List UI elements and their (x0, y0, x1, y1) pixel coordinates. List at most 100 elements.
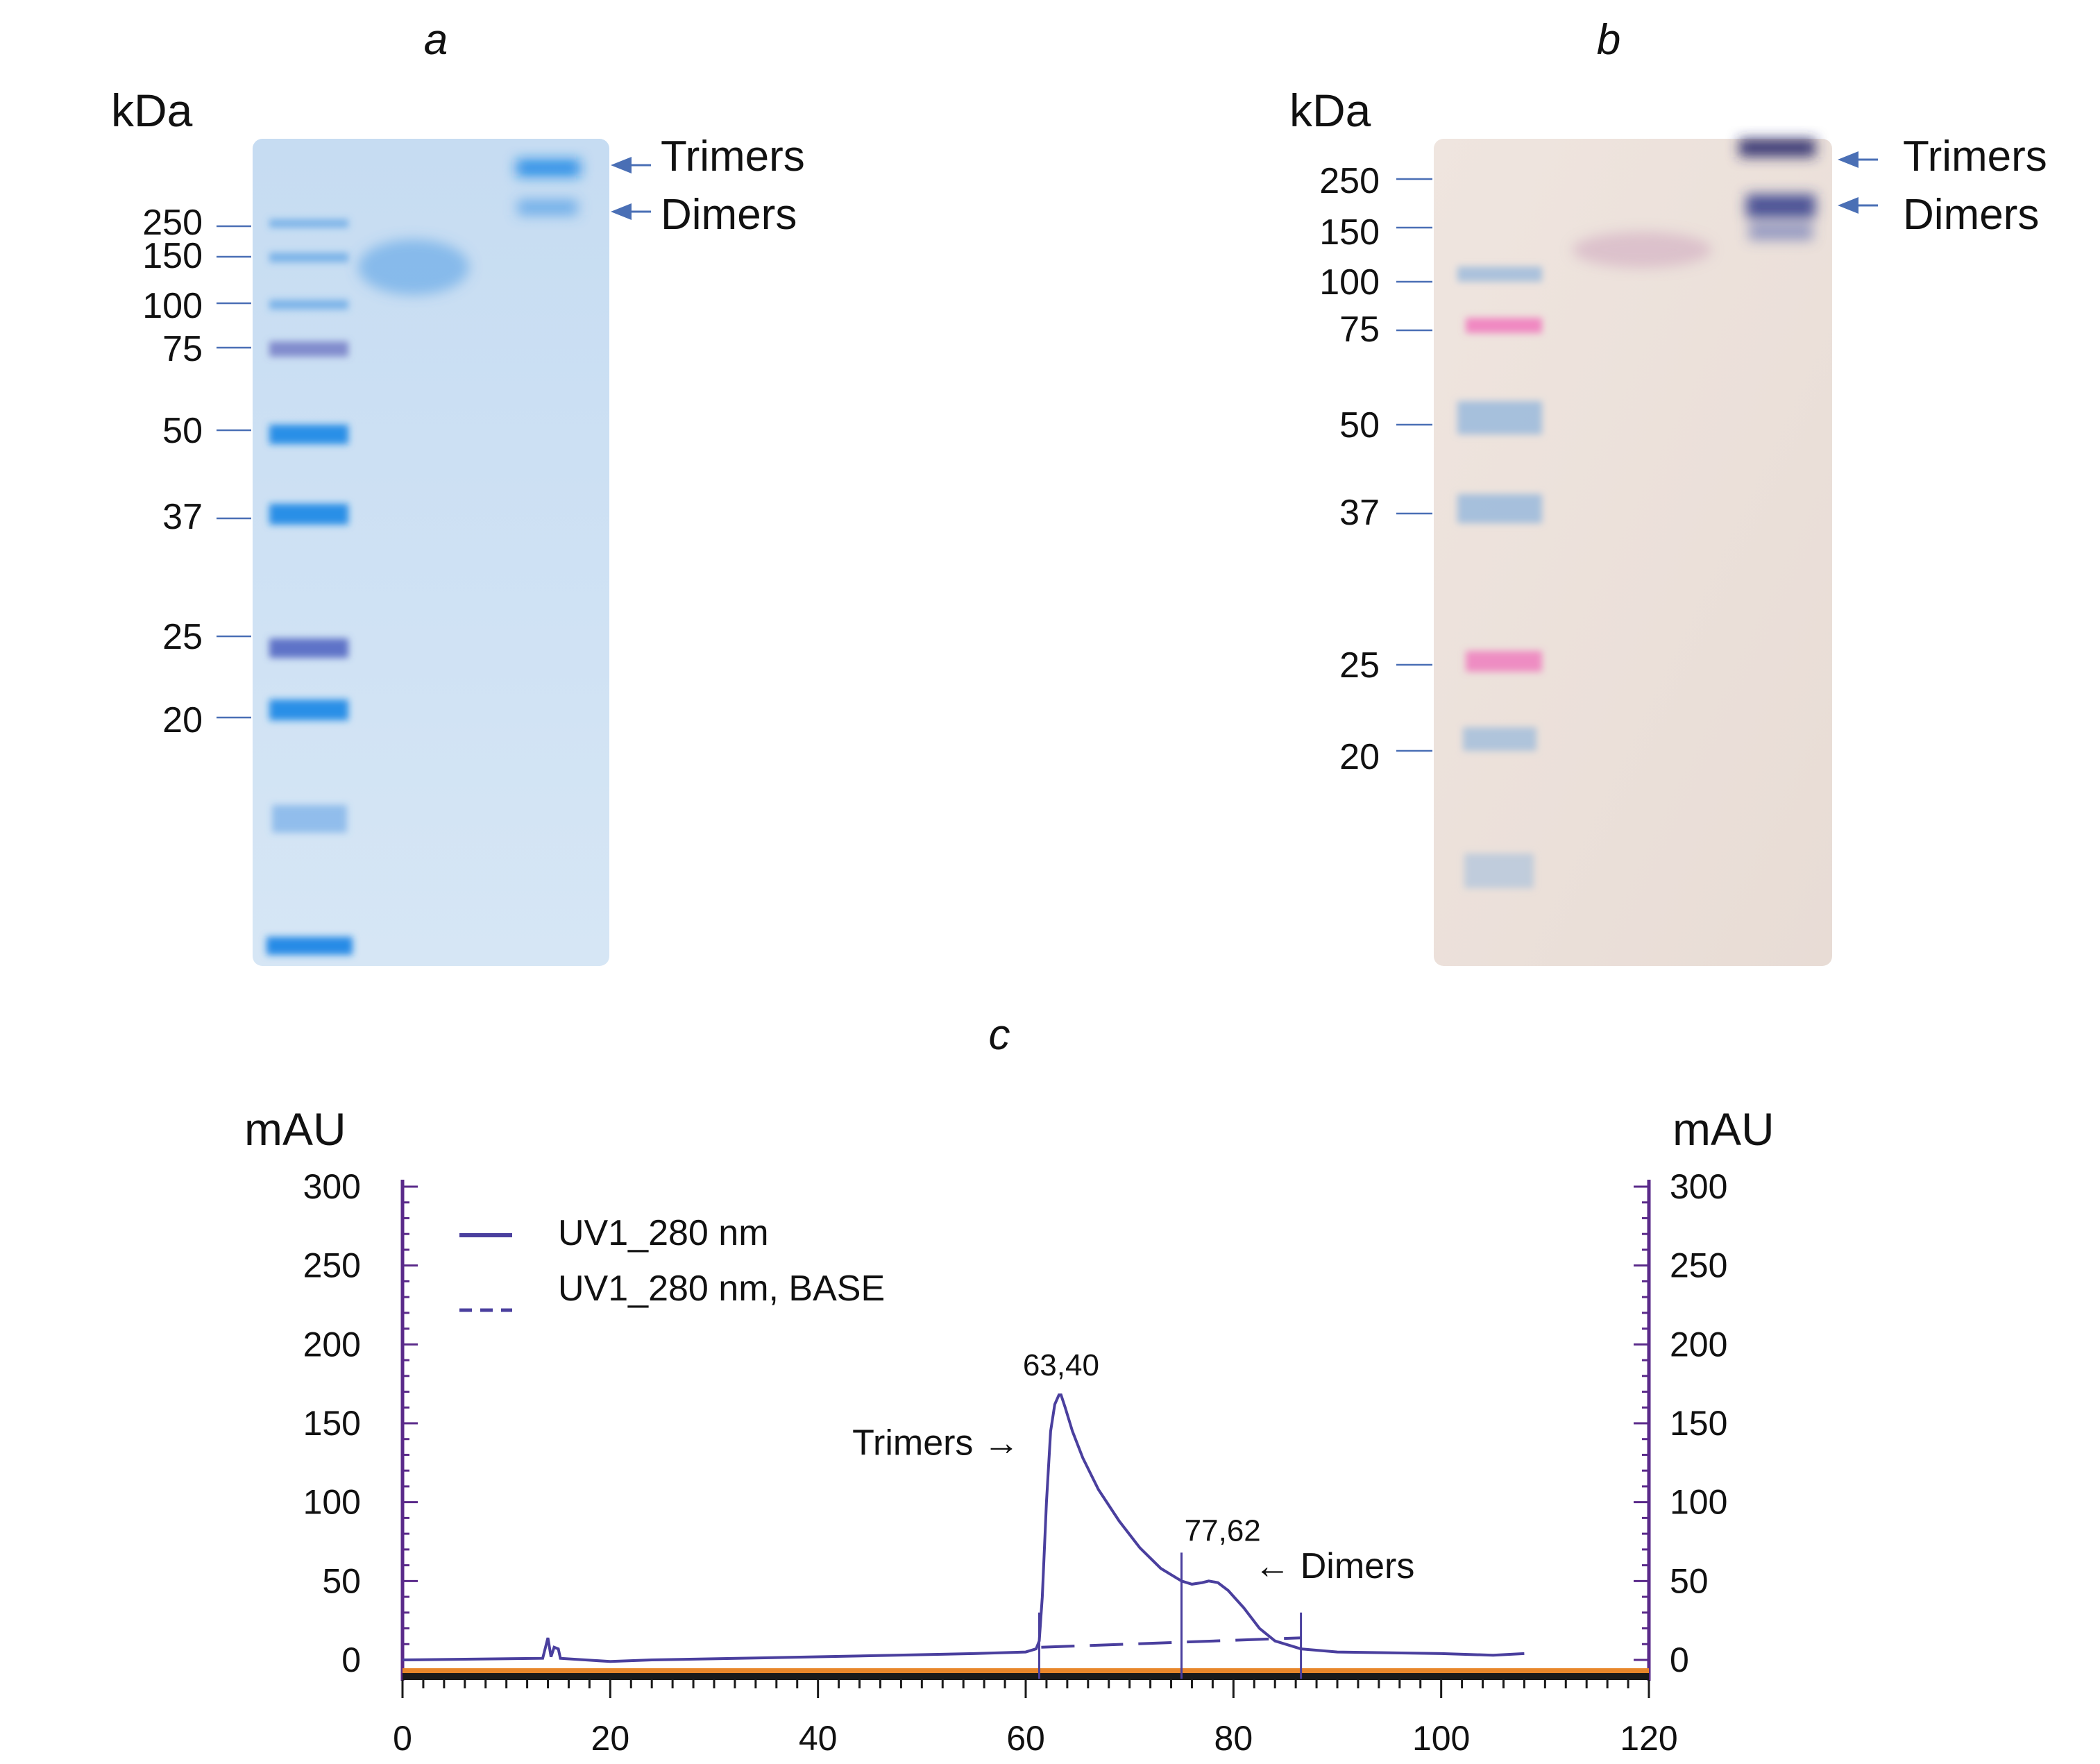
panel-c-label: c (989, 1011, 1010, 1059)
marker-label: 50 (1339, 405, 1380, 446)
series-uv-base-line (1041, 1636, 1301, 1649)
gel-a-dimers-label: Dimers (661, 191, 797, 239)
legend-label-uv-base: UV1_280 nm, BASE (558, 1269, 885, 1309)
plot-area (402, 1393, 1525, 1679)
panel-a-label: a (424, 16, 448, 64)
ladder-band (269, 341, 348, 357)
marker-label: 25 (162, 617, 203, 657)
y-tick-label: 150 (303, 1404, 361, 1443)
x-tick-label: 60 (1006, 1719, 1045, 1758)
y-tick-label: 300 (1670, 1167, 1727, 1206)
x-tick-label: 100 (1412, 1719, 1470, 1758)
legend: UV1_280 nm UV1_280 nm, BASE (459, 1213, 885, 1312)
sample-band-smear (1749, 223, 1813, 240)
sample-band-trimer (1739, 139, 1815, 157)
gel-b-trimers-label: Trimers (1903, 133, 2047, 180)
marker-label: 100 (142, 286, 203, 326)
y-tick-label: 200 (303, 1325, 361, 1364)
gel-a-arrows (611, 157, 651, 220)
gel-a-marker-labels: 250 150 100 75 50 37 25 20 (142, 203, 203, 740)
gel-b-marker-labels: 250 150 100 75 50 37 25 20 (1319, 161, 1380, 777)
annotation-label: Trimers → (852, 1423, 1019, 1463)
sample-band-monomer (358, 239, 469, 295)
y-axis-label-left: mAU (244, 1103, 346, 1155)
gel-a-trimers-label: Trimers (661, 133, 805, 180)
ladder-band (1464, 854, 1534, 888)
ladder-band (1457, 494, 1542, 523)
dimers-arrow-icon (1838, 197, 1858, 214)
ladder-band (1466, 318, 1542, 333)
x-axis-line (403, 1673, 1649, 1680)
ladder-band (1457, 266, 1542, 282)
y-axis-label-right: mAU (1673, 1103, 1775, 1155)
y-tick-label: 100 (303, 1483, 361, 1522)
panel-b-label: b (1597, 16, 1620, 64)
annotation-label: ← Dimers (1254, 1546, 1414, 1586)
x-tick-label: 0 (393, 1719, 412, 1758)
annotation-label: 77,62 (1185, 1513, 1261, 1547)
marker-label: 75 (1339, 309, 1380, 350)
gel-b-arrows (1838, 151, 1878, 214)
y-tick-label: 0 (341, 1640, 361, 1679)
ladder-band (269, 219, 348, 228)
gel-b-marker-ticks (1396, 178, 1432, 752)
marker-label: 100 (1319, 262, 1380, 303)
gel-b-dimers-label: Dimers (1903, 191, 2039, 239)
sample-band-dimer (1746, 194, 1815, 218)
panel-a: a kDa (111, 16, 805, 966)
y-tick-label: 50 (322, 1561, 361, 1600)
ladder-band (1466, 651, 1542, 672)
ladder-band (1463, 727, 1536, 751)
marker-label: 50 (162, 411, 203, 451)
y-ticks-left: 0 50 100 150 200 250 300 (303, 1167, 361, 1679)
gel-a-samples (358, 160, 580, 295)
ladder-band (269, 425, 348, 444)
y-tick-label: 250 (1670, 1246, 1727, 1285)
sample-band-dimer (518, 200, 577, 215)
annotations: 63,40 77,62 Trimers → ← Dimers (852, 1348, 1414, 1586)
gel-b-samples (1573, 139, 1815, 268)
baseline-band-orange (403, 1668, 1649, 1674)
gel-a-marker-ticks (217, 225, 251, 719)
ladder-band (269, 504, 348, 525)
sample-band-monomer (1573, 232, 1711, 268)
y-tick-label: 0 (1670, 1640, 1689, 1679)
ladder-band (266, 937, 353, 955)
sample-band-trimer (516, 160, 580, 176)
y-tick-label: 100 (1670, 1483, 1727, 1522)
ladder-band (269, 699, 348, 720)
ladder-band (1457, 401, 1542, 434)
annotation-label: 63,40 (1023, 1348, 1099, 1382)
y-ticks-right: 0 50 100 150 200 250 300 (1670, 1167, 1727, 1679)
ladder-band (269, 638, 348, 658)
x-tick-label: 120 (1620, 1719, 1677, 1758)
panel-a-kda-label: kDa (111, 85, 193, 136)
marker-label: 20 (162, 700, 203, 740)
y-tick-label: 250 (303, 1246, 361, 1285)
gel-b-ladder (1457, 266, 1542, 888)
y-tick-label: 150 (1670, 1404, 1727, 1443)
x-tick-label: 40 (799, 1719, 838, 1758)
series-uv-line (402, 1393, 1525, 1663)
x-tick-label: 80 (1214, 1719, 1253, 1758)
marker-label: 150 (142, 236, 203, 276)
marker-label: 75 (162, 329, 203, 369)
legend-label-uv: UV1_280 nm (558, 1213, 769, 1253)
marker-label: 20 (1339, 737, 1380, 777)
panel-b-kda-label: kDa (1289, 85, 1371, 136)
y-tick-label: 50 (1670, 1561, 1709, 1600)
x-ticks: 0 20 40 60 80 100 120 (393, 1719, 1678, 1758)
ladder-band (272, 805, 347, 833)
gel-a-ladder (266, 219, 353, 955)
minor-ticks (401, 1185, 1650, 1698)
marker-label: 37 (162, 497, 203, 537)
marker-label: 250 (1319, 161, 1380, 201)
y-tick-label: 300 (303, 1167, 361, 1206)
marker-label: 250 (142, 203, 203, 243)
dimers-arrow-icon (611, 203, 632, 220)
x-tick-label: 20 (591, 1719, 630, 1758)
y-tick-label: 200 (1670, 1325, 1727, 1364)
panel-b: b kDa 250 (1289, 16, 2047, 966)
